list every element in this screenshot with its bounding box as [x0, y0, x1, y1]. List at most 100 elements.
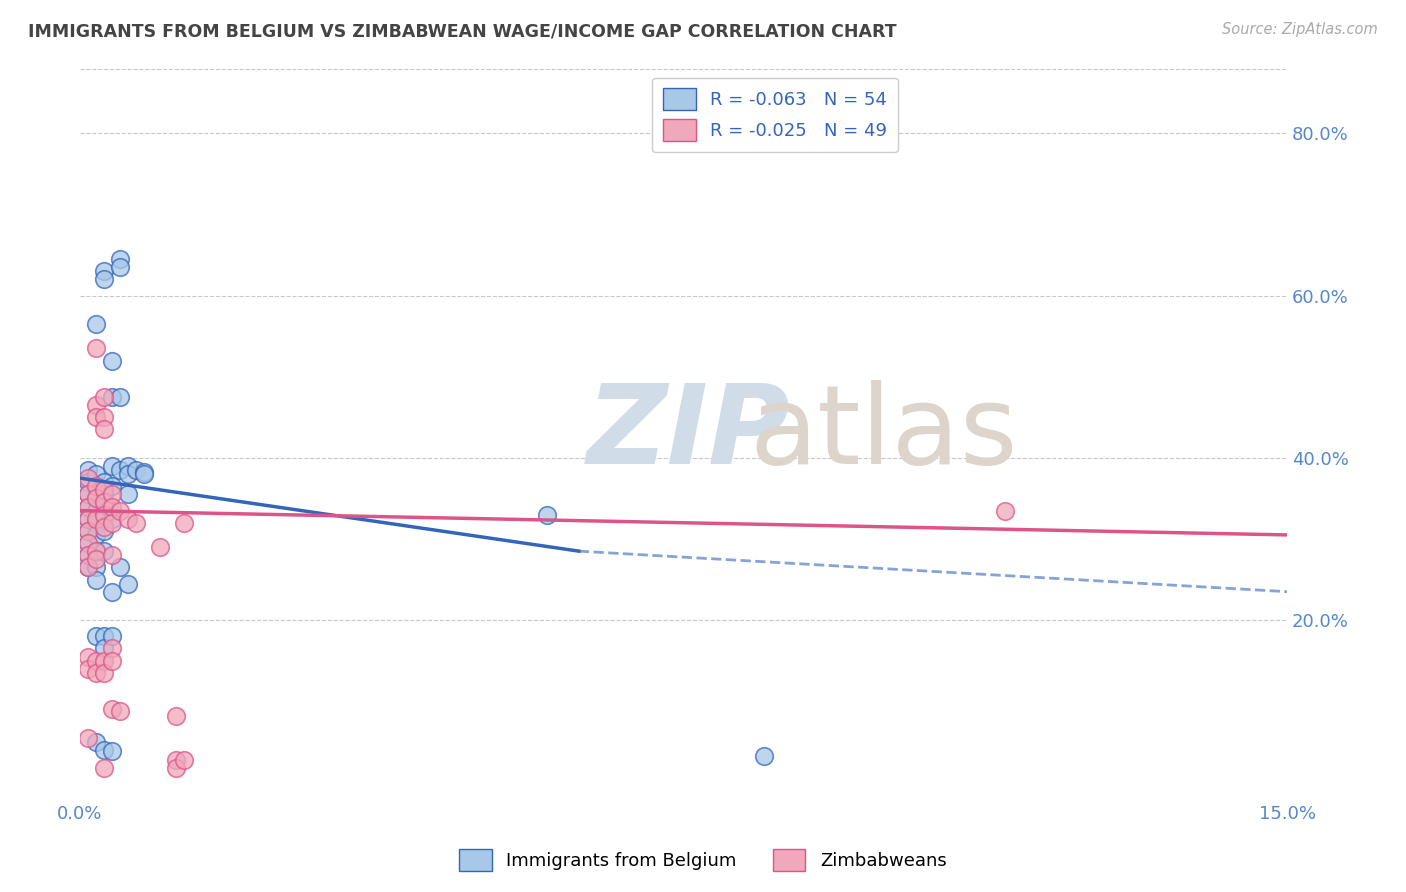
- Point: [84, 491, 107, 506]
- Point: [108, 560, 131, 574]
- Point: [165, 761, 187, 775]
- Point: [101, 702, 124, 716]
- Point: [93, 654, 115, 668]
- Point: [84, 544, 107, 558]
- Point: [93, 495, 115, 509]
- Point: [84, 629, 107, 643]
- Point: [101, 500, 124, 514]
- Point: [134, 467, 156, 481]
- Point: [84, 467, 107, 481]
- Point: [93, 272, 115, 286]
- Text: ZIP: ZIP: [586, 380, 790, 487]
- Point: [108, 390, 131, 404]
- Point: [84, 317, 107, 331]
- Point: [93, 483, 115, 498]
- Point: [93, 390, 115, 404]
- Point: [77, 536, 100, 550]
- Point: [994, 503, 1017, 517]
- Point: [84, 528, 107, 542]
- Point: [93, 410, 115, 425]
- Point: [93, 641, 115, 656]
- Point: [134, 465, 156, 479]
- Point: [93, 629, 115, 643]
- Point: [165, 753, 187, 767]
- Point: [93, 524, 115, 538]
- Point: [77, 500, 100, 514]
- Point: [84, 503, 107, 517]
- Point: [108, 463, 131, 477]
- Point: [101, 511, 124, 525]
- Point: [93, 511, 115, 525]
- Point: [84, 544, 107, 558]
- Point: [77, 471, 100, 485]
- Point: [84, 479, 107, 493]
- Point: [93, 487, 115, 501]
- Point: [125, 516, 148, 530]
- Point: [84, 491, 107, 506]
- Point: [101, 353, 124, 368]
- Point: [101, 390, 124, 404]
- Point: [125, 463, 148, 477]
- Point: [93, 544, 115, 558]
- Text: IMMIGRANTS FROM BELGIUM VS ZIMBABWEAN WAGE/INCOME GAP CORRELATION CHART: IMMIGRANTS FROM BELGIUM VS ZIMBABWEAN WA…: [28, 22, 897, 40]
- Point: [84, 342, 107, 356]
- Point: [93, 508, 115, 522]
- Point: [101, 744, 124, 758]
- Point: [93, 520, 115, 534]
- Point: [108, 252, 131, 267]
- Point: [108, 704, 131, 718]
- Point: [77, 524, 100, 538]
- Point: [101, 629, 124, 643]
- Point: [117, 511, 139, 525]
- Point: [101, 458, 124, 473]
- Point: [117, 467, 139, 481]
- Point: [101, 654, 124, 668]
- Point: [77, 511, 100, 525]
- Point: [165, 708, 187, 723]
- Point: [93, 264, 115, 278]
- Legend: R = -0.063   N = 54, R = -0.025   N = 49: R = -0.063 N = 54, R = -0.025 N = 49: [652, 78, 898, 153]
- Point: [84, 516, 107, 530]
- Point: [77, 487, 100, 501]
- Point: [101, 479, 124, 493]
- Point: [101, 516, 124, 530]
- Point: [77, 524, 100, 538]
- Point: [84, 735, 107, 749]
- Point: [77, 511, 100, 525]
- Point: [84, 479, 107, 493]
- Point: [101, 641, 124, 656]
- Point: [93, 665, 115, 680]
- Point: [536, 508, 558, 522]
- Point: [77, 649, 100, 664]
- Point: [77, 662, 100, 676]
- Point: [173, 753, 195, 767]
- Point: [93, 500, 115, 514]
- Point: [101, 584, 124, 599]
- Point: [77, 731, 100, 745]
- Point: [84, 511, 107, 525]
- Point: [117, 487, 139, 501]
- Point: [117, 458, 139, 473]
- Point: [77, 548, 100, 562]
- Point: [84, 665, 107, 680]
- Point: [117, 576, 139, 591]
- Point: [77, 500, 100, 514]
- Text: Source: ZipAtlas.com: Source: ZipAtlas.com: [1222, 22, 1378, 37]
- Point: [77, 463, 100, 477]
- Point: [93, 761, 115, 775]
- Point: [77, 560, 100, 574]
- Point: [77, 475, 100, 490]
- Point: [108, 503, 131, 517]
- Point: [93, 475, 115, 490]
- Point: [84, 573, 107, 587]
- Point: [752, 749, 775, 764]
- Point: [101, 487, 124, 501]
- Point: [84, 552, 107, 566]
- Point: [77, 487, 100, 501]
- Point: [84, 410, 107, 425]
- Point: [101, 548, 124, 562]
- Point: [108, 260, 131, 275]
- Point: [77, 536, 100, 550]
- Point: [84, 654, 107, 668]
- Point: [173, 516, 195, 530]
